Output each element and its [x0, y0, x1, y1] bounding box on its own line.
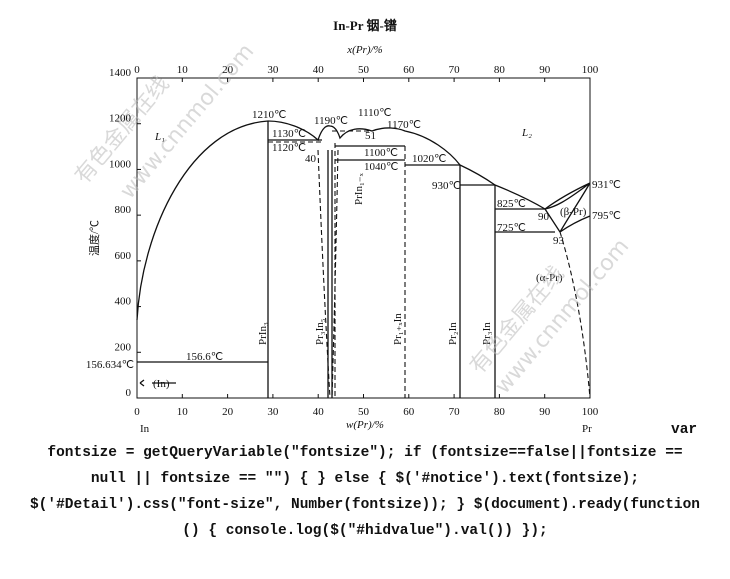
code-line: fontsize = getQueryVariable("fontsize");… — [47, 445, 682, 461]
top-tick-label: 0 — [134, 64, 140, 76]
label: 795℃ — [592, 210, 621, 222]
x-tick-label: 80 — [494, 406, 506, 418]
y-tick-label: 1200 — [109, 113, 132, 125]
x-tick-label: 100 — [582, 406, 599, 418]
x-tick-label: 30 — [267, 406, 279, 418]
top-tick-label: 30 — [267, 64, 279, 76]
label: 156.6℃ — [186, 351, 223, 363]
top-tick-label: 70 — [449, 64, 461, 76]
x-tick-label: 0 — [134, 406, 140, 418]
y-tick-label: 0 — [126, 387, 132, 399]
y-tick-label: 800 — [115, 204, 132, 216]
label: L₁ — [154, 131, 165, 143]
label: (α-Pr) — [536, 272, 563, 284]
pr-end-label: Pr — [582, 423, 592, 435]
top-axis-label: x(Pr)/% — [346, 44, 382, 56]
label: 1100℃ — [364, 147, 398, 159]
label: 930℃ — [432, 180, 461, 192]
label: 1120℃ — [272, 142, 306, 154]
code-text: var fontsize = getQueryVariable("fontsiz… — [30, 422, 700, 539]
label: 51 — [365, 130, 376, 142]
label: 1110℃ — [358, 107, 392, 119]
label: 1190℃ — [314, 115, 348, 127]
y-tick-label: 1400 — [109, 67, 132, 79]
y-tick-label: 400 — [115, 296, 132, 308]
top-tick-label: 40 — [313, 64, 325, 76]
phase: Pr₁₊ₓIn — [392, 313, 404, 345]
x-tick-label: 20 — [222, 406, 234, 418]
phase: Pr₂In — [447, 322, 459, 345]
annotations: 1210℃ 1190℃ 1110℃ 1130℃ 51 1170℃ 1120℃ 4… — [86, 107, 621, 390]
label: 156.634℃ — [86, 359, 134, 371]
label: 1020℃ — [412, 153, 446, 165]
label: 725℃ — [497, 222, 526, 234]
label: L₂ — [521, 127, 532, 139]
label: 1210℃ — [252, 109, 286, 121]
label: 1170℃ — [387, 119, 421, 131]
label: 825℃ — [497, 198, 526, 210]
top-tick-label: 20 — [222, 64, 234, 76]
phase: Pr₃In — [481, 322, 493, 345]
top-tick-label: 80 — [494, 64, 506, 76]
watermarks: 有色金属在线 www.cnnmol.com 有色金属在线 www.cnnmol.… — [70, 39, 634, 399]
phase: PrIn₃ — [257, 322, 269, 345]
top-tick-label: 60 — [403, 64, 415, 76]
label: (β-Pr) — [560, 206, 587, 218]
y-tick-label: 200 — [115, 341, 132, 353]
title: In-Pr 铟-镨 — [333, 18, 397, 33]
label: 40 — [305, 153, 317, 165]
code-line: var — [671, 422, 697, 438]
bottom-axis-label: w(Pr)/% — [346, 419, 384, 431]
x-tick-label: 60 — [403, 406, 415, 418]
code-line: null || fontsize == "") { } else { $('#n… — [91, 471, 639, 487]
x-tick-label: 10 — [177, 406, 189, 418]
top-tick-label: 90 — [539, 64, 551, 76]
x-tick-label: 40 — [313, 406, 325, 418]
phase: Pr₃In₅ — [314, 318, 326, 345]
x-tick-label: 50 — [358, 406, 370, 418]
label: 1130℃ — [272, 128, 306, 140]
y-tick-label: 600 — [115, 250, 132, 262]
top-tick-label: 50 — [358, 64, 370, 76]
code-line: () { console.log($("#hidvalue").val()) }… — [182, 523, 547, 539]
top-tick-label: 100 — [582, 64, 599, 76]
label: 90 — [538, 211, 550, 223]
label: 93 — [553, 235, 565, 247]
label: 931℃ — [592, 179, 621, 191]
label: 1040℃ — [364, 161, 398, 173]
x-tick-label: 90 — [539, 406, 551, 418]
top-tick-label: 10 — [177, 64, 189, 76]
in-end-label: In — [140, 423, 150, 435]
x-tick-label: 70 — [449, 406, 461, 418]
y-tick-label: 1000 — [109, 158, 132, 170]
phase: PrIn₁₋ₓ — [353, 172, 365, 205]
phase-lines — [136, 120, 591, 399]
phase-names: PrIn₃ Pr₃In₅ PrIn₁₋ₓ Pr₁₊ₓIn Pr₂In Pr₃In — [257, 172, 493, 345]
code-line: $('#Detail').css("font-size", Number(fon… — [30, 497, 700, 513]
left-axis-label: 温度/℃ — [87, 220, 101, 256]
label: (In) — [153, 378, 170, 390]
